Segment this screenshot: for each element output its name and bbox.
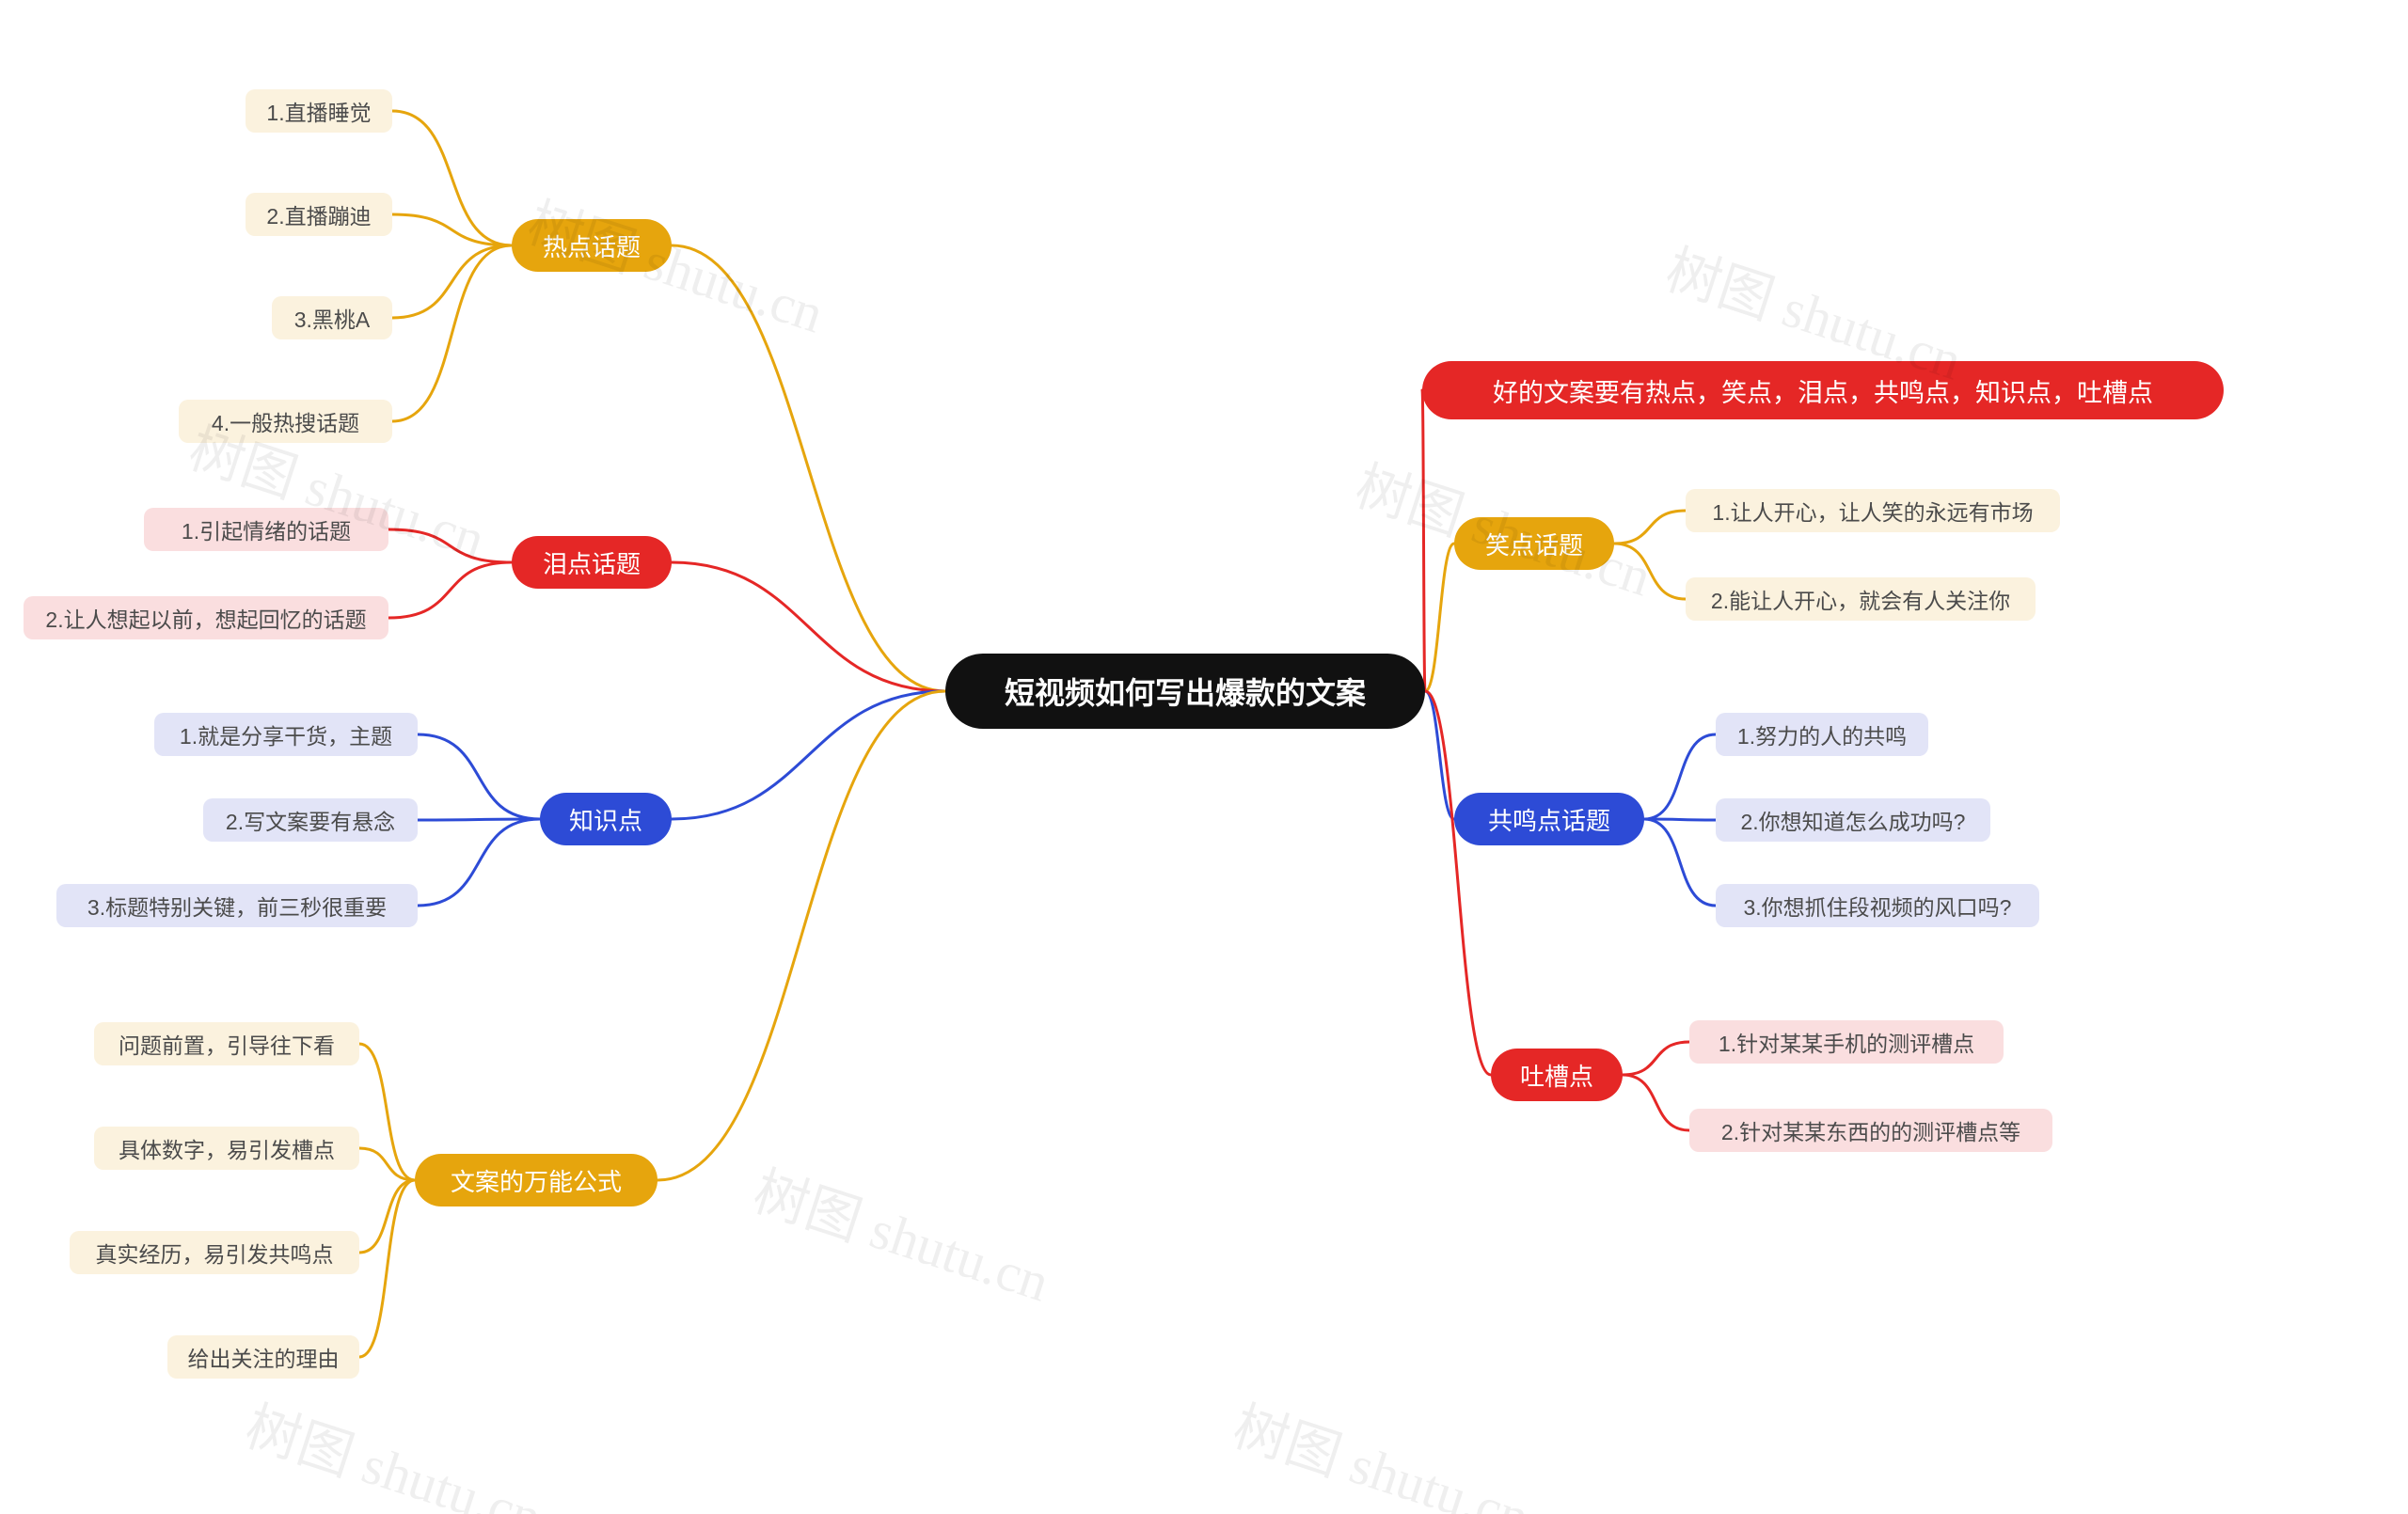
branch-complain[interactable]: 吐槽点 — [1491, 1049, 1623, 1101]
leaf-smile-1[interactable]: 2.能让人开心，就会有人关注你 — [1686, 577, 2036, 621]
branch-hot[interactable]: 热点话题 — [512, 219, 672, 272]
watermark: 树图 shutu.cn — [1225, 1382, 1540, 1514]
leaf-hot-1[interactable]: 2.直播蹦迪 — [246, 193, 392, 236]
leaf-formula-3[interactable]: 给出关注的理由 — [167, 1335, 359, 1379]
leaf-knowledge-2[interactable]: 3.标题特别关键，前三秒很重要 — [56, 884, 418, 927]
leaf-resonance-0[interactable]: 1.努力的人的共鸣 — [1716, 713, 1928, 756]
leaf-formula-0[interactable]: 问题前置，引导往下看 — [94, 1022, 359, 1065]
branch-formula[interactable]: 文案的万能公式 — [415, 1154, 657, 1206]
leaf-formula-2[interactable]: 真实经历，易引发共鸣点 — [70, 1231, 359, 1274]
center-node[interactable]: 短视频如何写出爆款的文案 — [945, 654, 1425, 729]
branch-resonance[interactable]: 共鸣点话题 — [1454, 793, 1644, 845]
branch-smile[interactable]: 笑点话题 — [1454, 517, 1614, 570]
leaf-knowledge-0[interactable]: 1.就是分享干货，主题 — [154, 713, 418, 756]
leaf-hot-3[interactable]: 4.一般热搜话题 — [179, 400, 392, 443]
watermark: 树图 shutu.cn — [745, 1147, 1060, 1317]
branch-banner_right[interactable]: 好的文案要有热点，笑点，泪点，共鸣点，知识点，吐槽点 — [1422, 361, 2224, 419]
leaf-formula-1[interactable]: 具体数字，易引发槽点 — [94, 1127, 359, 1170]
leaf-complain-0[interactable]: 1.针对某某手机的测评槽点 — [1689, 1020, 2004, 1064]
leaf-tear-0[interactable]: 1.引起情绪的话题 — [144, 508, 388, 551]
branch-knowledge[interactable]: 知识点 — [540, 793, 672, 845]
leaf-complain-1[interactable]: 2.针对某某东西的的测评槽点等 — [1689, 1109, 2052, 1152]
leaf-smile-0[interactable]: 1.让人开心，让人笑的永远有市场 — [1686, 489, 2060, 532]
leaf-resonance-2[interactable]: 3.你想抓住段视频的风口吗? — [1716, 884, 2039, 927]
leaf-resonance-1[interactable]: 2.你想知道怎么成功吗? — [1716, 798, 1990, 842]
leaf-knowledge-1[interactable]: 2.写文案要有悬念 — [203, 798, 418, 842]
branch-tear[interactable]: 泪点话题 — [512, 536, 672, 589]
leaf-hot-0[interactable]: 1.直播睡觉 — [246, 89, 392, 133]
leaf-hot-2[interactable]: 3.黑桃A — [272, 296, 392, 339]
watermark: 树图 shutu.cn — [237, 1382, 552, 1514]
leaf-tear-1[interactable]: 2.让人想起以前，想起回忆的话题 — [24, 596, 388, 639]
